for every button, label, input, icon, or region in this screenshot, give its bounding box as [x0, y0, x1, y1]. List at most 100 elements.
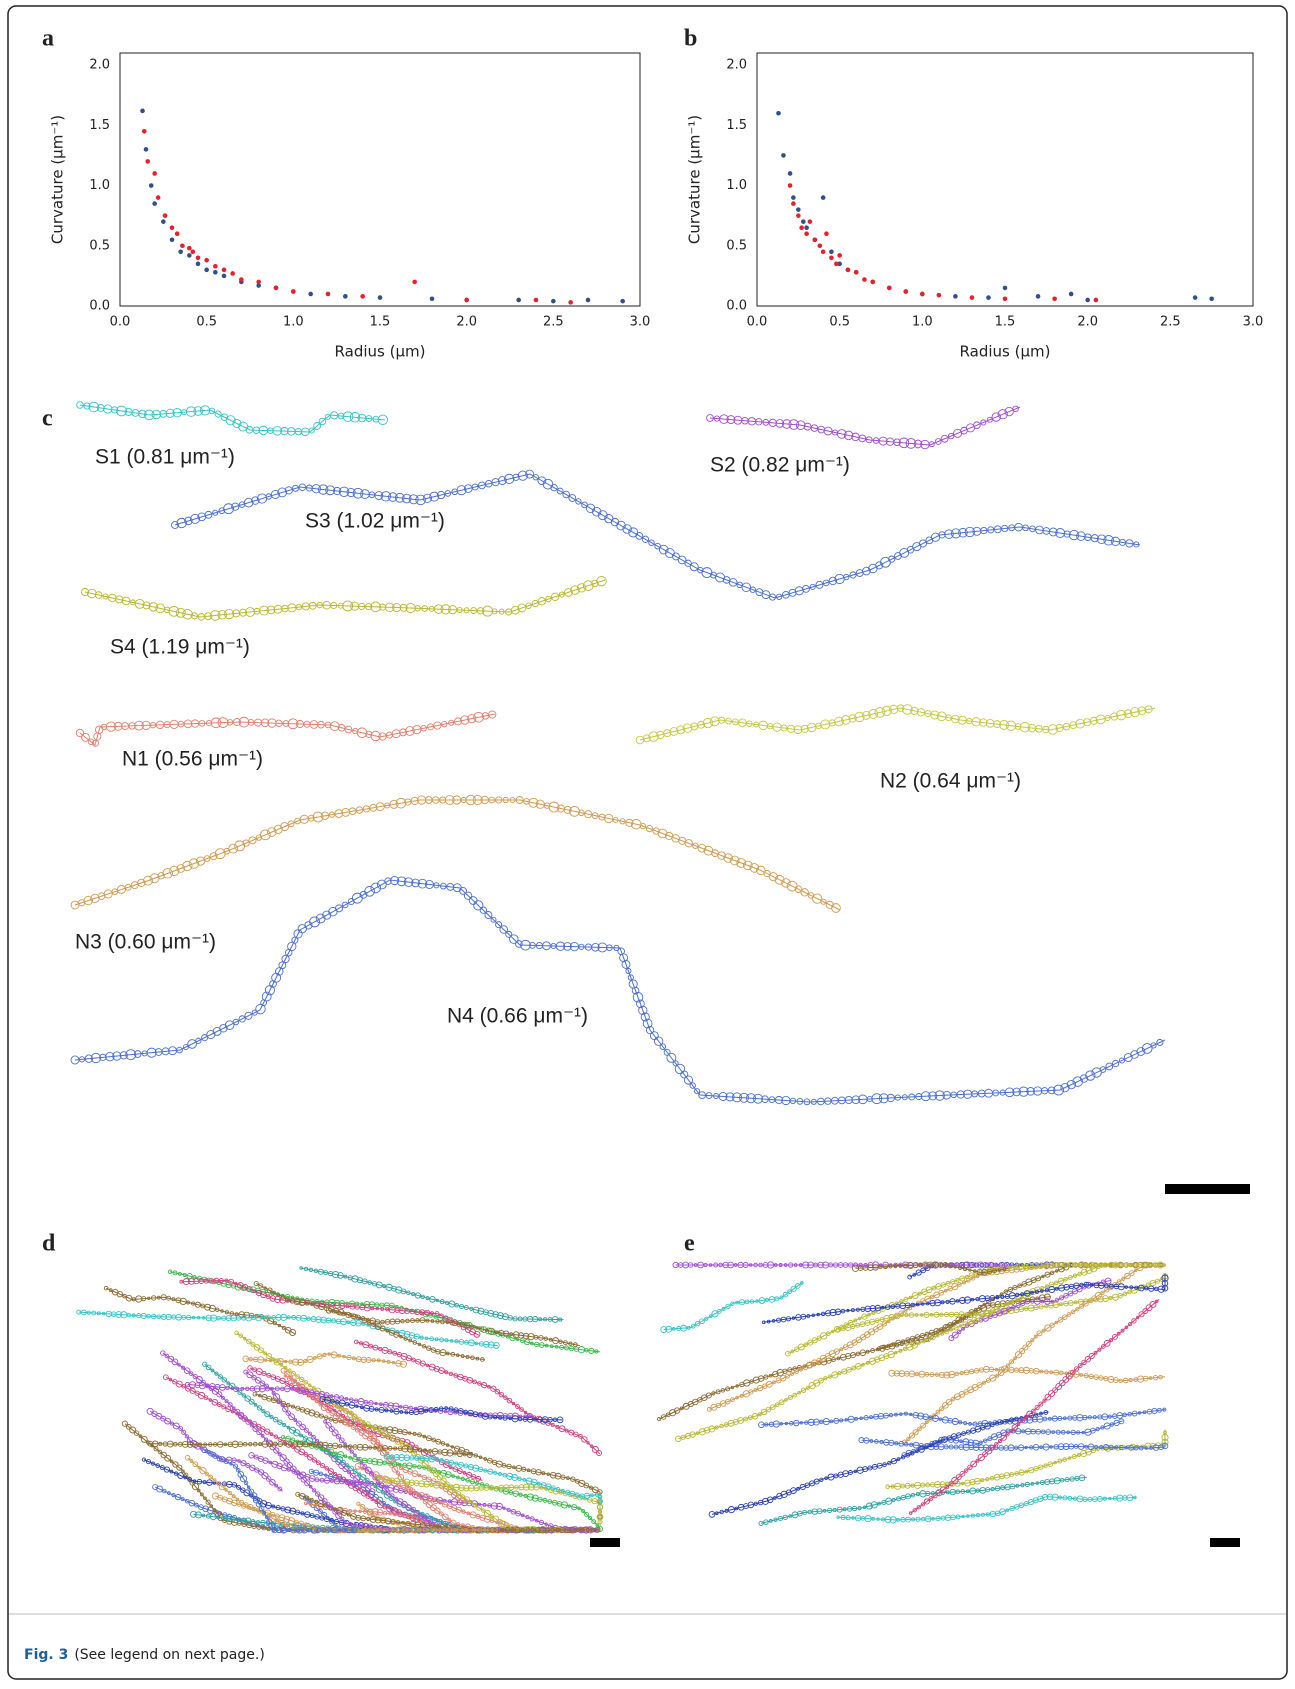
data-point	[870, 280, 875, 285]
data-point	[156, 195, 161, 200]
data-point	[196, 256, 201, 261]
y-axis-title: Curvature (μm⁻¹)	[686, 115, 704, 244]
y-tick-label: 2.0	[89, 58, 110, 73]
data-point	[834, 262, 839, 267]
data-point	[1036, 294, 1041, 299]
data-point	[801, 219, 806, 224]
plot-frame	[120, 53, 640, 306]
trace-label: S4 (1.19 μm⁻¹)	[110, 636, 250, 659]
data-point	[360, 294, 365, 299]
data-point	[776, 111, 781, 116]
data-point	[953, 294, 958, 299]
data-point	[204, 258, 209, 263]
data-point	[887, 286, 892, 291]
scale-bar	[1210, 1538, 1240, 1547]
data-point	[1052, 296, 1057, 301]
data-point	[804, 225, 809, 230]
x-tick-label: 2.5	[1160, 315, 1181, 330]
panel-label: b	[684, 26, 697, 52]
x-axis-title: Radius (μm)	[960, 343, 1051, 361]
x-tick-label: 1.5	[370, 315, 391, 330]
data-point	[144, 147, 149, 152]
data-point	[308, 292, 313, 297]
data-point	[791, 195, 796, 200]
data-point	[829, 256, 834, 261]
data-point	[196, 262, 201, 267]
y-tick-label: 0.0	[726, 299, 747, 314]
trace-path	[664, 1282, 803, 1329]
data-point	[862, 277, 867, 282]
data-point	[163, 213, 168, 218]
data-point	[791, 201, 796, 206]
trace-path	[166, 1377, 582, 1530]
panel-label: d	[42, 1231, 56, 1257]
trace-path	[187, 1384, 532, 1416]
data-point	[920, 292, 925, 297]
data-point	[145, 159, 150, 164]
data-point	[412, 280, 417, 285]
trace-bead	[949, 1336, 954, 1341]
data-point	[1193, 295, 1198, 300]
data-point	[464, 298, 469, 303]
data-point	[326, 292, 331, 297]
data-point	[788, 171, 793, 176]
y-tick-label: 2.0	[726, 58, 747, 73]
data-point	[808, 219, 813, 224]
data-point	[824, 231, 829, 236]
data-point	[230, 271, 235, 276]
data-point	[586, 298, 591, 303]
data-point	[222, 274, 227, 279]
data-point	[180, 243, 185, 248]
trace-path	[838, 1497, 1136, 1520]
data-point	[213, 264, 218, 269]
trace-label: S2 (0.82 μm⁻¹)	[710, 454, 850, 477]
data-point	[788, 183, 793, 188]
data-point	[620, 299, 625, 304]
x-tick-label: 1.0	[283, 315, 304, 330]
data-point	[222, 268, 227, 273]
data-point	[170, 225, 175, 230]
x-axis-title: Radius (μm)	[335, 343, 426, 361]
panel-label: e	[684, 1231, 695, 1257]
data-point	[152, 171, 157, 176]
trace-bead	[163, 1375, 168, 1380]
x-tick-label: 2.5	[543, 315, 564, 330]
data-point	[291, 289, 296, 294]
x-tick-label: 2.0	[1077, 315, 1098, 330]
data-point	[837, 253, 842, 258]
data-point	[796, 213, 801, 218]
data-point	[1085, 298, 1090, 303]
data-point	[516, 298, 521, 303]
data-point	[152, 201, 157, 206]
data-point	[796, 207, 801, 212]
trace-path	[640, 708, 1155, 740]
x-tick-label: 3.0	[630, 315, 651, 330]
x-tick-label: 1.5	[995, 315, 1016, 330]
y-tick-label: 0.0	[89, 299, 110, 314]
trace-bead	[300, 1267, 303, 1270]
data-point	[1003, 296, 1008, 301]
plot-frame	[757, 53, 1253, 306]
data-point	[846, 268, 851, 273]
data-point	[170, 237, 175, 242]
data-point	[534, 298, 539, 303]
data-point	[204, 268, 209, 273]
data-point	[1069, 292, 1074, 297]
trace-label: N1 (0.56 μm⁻¹)	[122, 748, 263, 771]
x-tick-label: 0.0	[747, 315, 768, 330]
data-point	[551, 299, 556, 304]
x-tick-label: 0.5	[829, 315, 850, 330]
data-point	[829, 249, 834, 254]
data-point	[799, 225, 804, 230]
caption-label: Fig. 3	[24, 1647, 68, 1663]
data-point	[178, 249, 183, 254]
data-point	[239, 277, 244, 282]
data-point	[187, 253, 192, 258]
data-point	[821, 195, 826, 200]
data-point	[568, 300, 573, 305]
data-point	[986, 295, 991, 300]
data-point	[813, 237, 818, 242]
scale-bar	[590, 1538, 620, 1547]
data-point	[191, 249, 196, 254]
